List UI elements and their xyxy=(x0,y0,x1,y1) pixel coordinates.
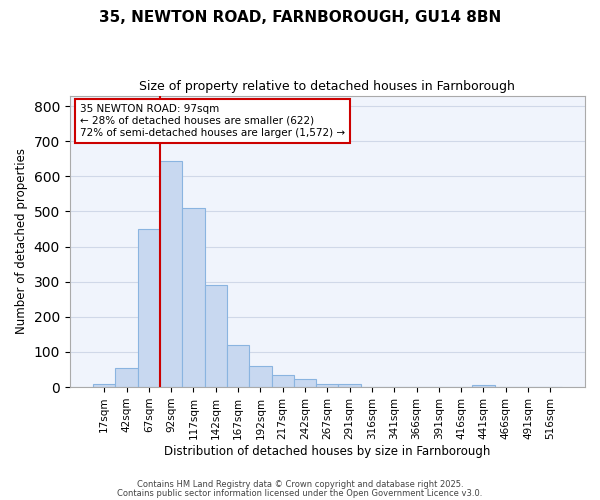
Bar xyxy=(160,160,182,387)
Bar xyxy=(316,384,338,387)
Bar xyxy=(205,285,227,387)
Bar xyxy=(249,366,272,387)
Text: Contains public sector information licensed under the Open Government Licence v3: Contains public sector information licen… xyxy=(118,488,482,498)
Title: Size of property relative to detached houses in Farnborough: Size of property relative to detached ho… xyxy=(139,80,515,93)
X-axis label: Distribution of detached houses by size in Farnborough: Distribution of detached houses by size … xyxy=(164,444,491,458)
Bar xyxy=(294,380,316,387)
Bar xyxy=(227,345,249,387)
Bar xyxy=(115,368,137,387)
Bar xyxy=(137,229,160,387)
Bar xyxy=(472,386,494,387)
Bar xyxy=(182,208,205,387)
Y-axis label: Number of detached properties: Number of detached properties xyxy=(15,148,28,334)
Text: Contains HM Land Registry data © Crown copyright and database right 2025.: Contains HM Land Registry data © Crown c… xyxy=(137,480,463,489)
Bar xyxy=(272,375,294,387)
Text: 35 NEWTON ROAD: 97sqm
← 28% of detached houses are smaller (622)
72% of semi-det: 35 NEWTON ROAD: 97sqm ← 28% of detached … xyxy=(80,104,345,138)
Bar xyxy=(338,384,361,387)
Bar xyxy=(93,384,115,387)
Text: 35, NEWTON ROAD, FARNBOROUGH, GU14 8BN: 35, NEWTON ROAD, FARNBOROUGH, GU14 8BN xyxy=(99,10,501,25)
